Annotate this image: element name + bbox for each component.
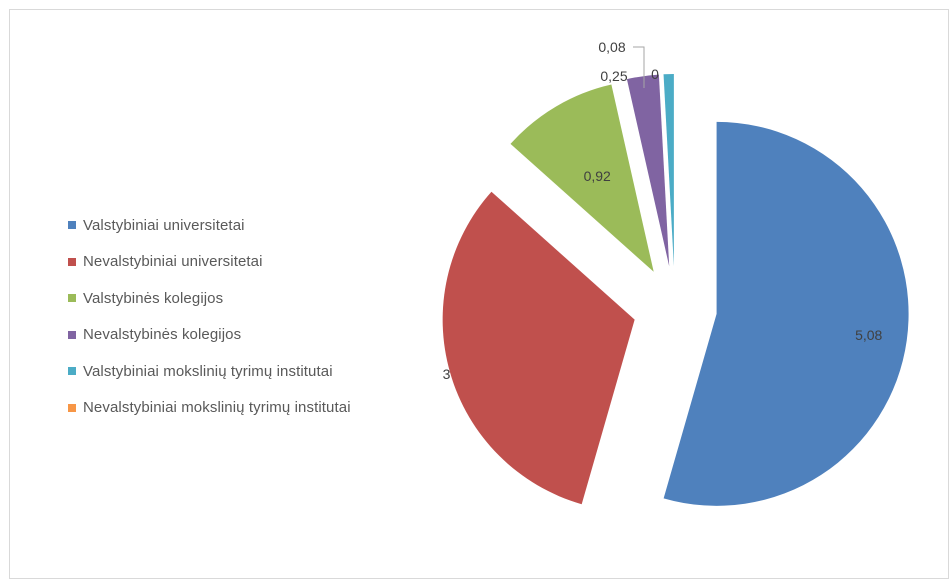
legend-label: Nevalstybiniai mokslinių tyrimų institut… <box>83 399 351 417</box>
legend-item-nevalstybiniai-institutai: Nevalstybiniai mokslinių tyrimų institut… <box>68 390 351 427</box>
data-label: 3 <box>443 366 451 382</box>
legend-swatch <box>68 330 76 339</box>
legend-swatch <box>68 221 76 230</box>
slice-valstybines-kolegijos <box>510 84 654 272</box>
data-label: 5,08 <box>855 327 882 343</box>
slice-valstybiniai-universitetai <box>663 121 909 506</box>
legend-label: Nevalstybinės kolegijos <box>83 326 242 344</box>
legend-swatch <box>68 294 76 303</box>
data-label: 0,92 <box>584 168 611 184</box>
legend-swatch <box>68 257 76 266</box>
legend-label: Valstybiniai mokslinių tyrimų institutai <box>83 362 333 380</box>
data-label: 0,25 <box>600 68 627 84</box>
legend-swatch <box>68 403 76 412</box>
legend-label: Valstybinės kolegijos <box>83 289 224 307</box>
legend-label: Valstybiniai universitetai <box>83 216 245 234</box>
legend-item-valstybiniai-institutai: Valstybiniai mokslinių tyrimų institutai <box>68 353 351 390</box>
slice-nevalstybiniai-universitetai <box>442 191 635 505</box>
legend-item-valstybines-kolegijos: Valstybinės kolegijos <box>68 280 351 317</box>
legend-swatch <box>68 367 76 376</box>
legend-item-nevalstybines-kolegijos: Nevalstybinės kolegijos <box>68 317 351 354</box>
slice-valstybiniai-institutai <box>663 74 674 267</box>
leader-line <box>633 46 645 88</box>
legend-label: Nevalstybiniai universitetai <box>83 253 263 271</box>
legend-item-valstybiniai-universitetai: Valstybiniai universitetai <box>68 207 351 244</box>
data-label: 0 <box>651 66 659 82</box>
slice-nevalstybines-kolegijos <box>626 74 670 267</box>
legend-item-nevalstybiniai-universitetai: Nevalstybiniai universitetai <box>68 244 351 281</box>
legend: Valstybiniai universitetai Nevalstybinia… <box>68 207 351 426</box>
data-label: 0,08 <box>598 39 625 55</box>
